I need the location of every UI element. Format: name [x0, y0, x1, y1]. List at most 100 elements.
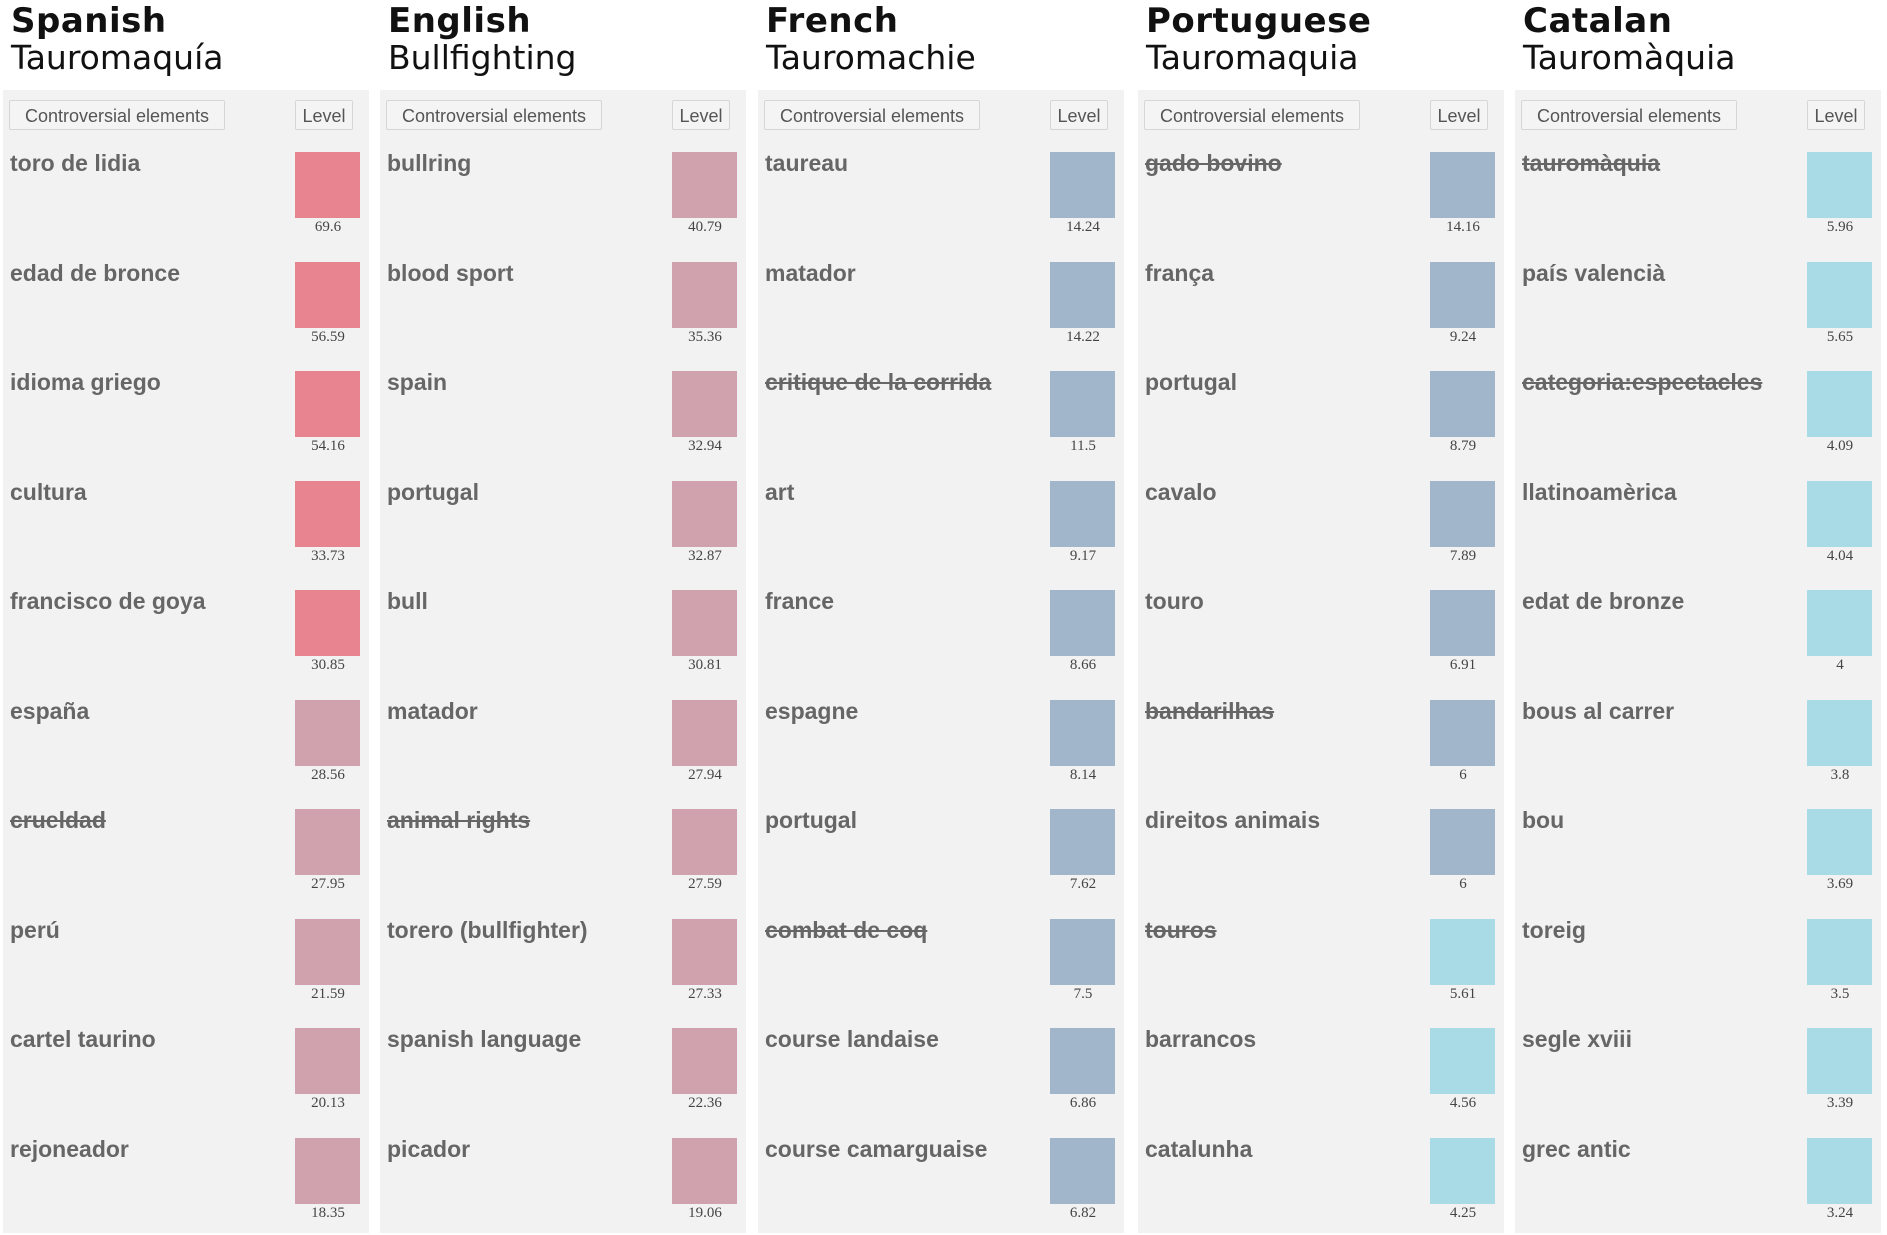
element-label[interactable]: taureau — [765, 150, 849, 176]
column-term-title: Tauromaquía — [11, 38, 224, 77]
level-value: 7.89 — [1449, 547, 1477, 564]
element-label[interactable]: portugal — [387, 478, 479, 505]
list-item: grec antic 3.24 — [1515, 1124, 1881, 1232]
level-swatch — [672, 371, 737, 437]
element-label[interactable]: portugal — [1145, 369, 1237, 395]
level-swatch — [295, 371, 360, 437]
element-label[interactable]: cartel taurino — [10, 1026, 156, 1052]
list-item: spain 32.94 — [380, 357, 746, 465]
element-label[interactable]: perú — [10, 916, 60, 943]
controversial-elements-header-button[interactable]: Controversial elements — [764, 100, 980, 130]
level-header-button[interactable]: Level — [1050, 100, 1108, 130]
level-swatch — [1807, 152, 1872, 218]
list-item: francisco de goya 30.85 — [3, 576, 369, 684]
element-label[interactable]: torero (bullfighter) — [387, 916, 588, 943]
element-label[interactable]: animal rights — [387, 807, 531, 833]
element-label[interactable]: touro — [1145, 588, 1204, 614]
element-label[interactable]: grec antic — [1522, 1135, 1631, 1162]
element-label[interactable]: bou — [1522, 807, 1565, 833]
controversial-elements-header-button[interactable]: Controversial elements — [9, 100, 225, 130]
level-swatch — [1430, 480, 1495, 547]
element-label[interactable]: país valencià — [1522, 259, 1666, 286]
element-label[interactable]: edat de bronze — [1522, 588, 1685, 614]
element-label[interactable]: crueldad — [10, 807, 106, 833]
level-header-button[interactable]: Level — [1430, 100, 1488, 130]
column-language-title: French — [766, 1, 899, 41]
list-item: course camarguaise 6.82 — [758, 1124, 1124, 1232]
element-label[interactable]: rejoneador — [10, 1135, 129, 1162]
element-label[interactable]: tauromàquia — [1522, 150, 1661, 176]
level-value: 54.16 — [311, 438, 345, 454]
column-term-title: Bullfighting — [388, 38, 577, 77]
element-label[interactable]: matador — [387, 697, 478, 724]
level-swatch — [672, 590, 737, 656]
element-label[interactable]: blood sport — [387, 259, 514, 286]
list-item: categoria:espectacles 4.09 — [1515, 357, 1881, 465]
element-label[interactable]: picador — [387, 1135, 471, 1162]
element-label[interactable]: spanish language — [387, 1026, 582, 1052]
element-label[interactable]: course camarguaise — [765, 1135, 988, 1162]
level-value: 27.95 — [311, 876, 345, 892]
element-label[interactable]: bullring — [387, 150, 472, 176]
element-label[interactable]: toreig — [1522, 916, 1586, 943]
element-label[interactable]: art — [765, 478, 795, 505]
element-label[interactable]: portugal — [765, 807, 857, 833]
element-label[interactable]: course landaise — [765, 1026, 939, 1052]
element-label[interactable]: spain — [387, 369, 448, 395]
element-label[interactable]: espagne — [765, 697, 859, 724]
element-label[interactable]: idioma griego — [10, 369, 161, 395]
controversial-elements-header-button[interactable]: Controversial elements — [1521, 100, 1737, 130]
element-label[interactable]: llatinoamèrica — [1522, 478, 1677, 505]
element-label[interactable]: españa — [10, 697, 90, 724]
element-label[interactable]: bous al carrer — [1522, 697, 1675, 724]
element-label[interactable]: categoria:espectacles — [1522, 369, 1763, 395]
level-value: 40.79 — [688, 219, 722, 235]
element-label[interactable]: critique de la corrida — [765, 369, 992, 395]
element-label[interactable]: barrancos — [1145, 1026, 1257, 1052]
level-swatch — [1807, 371, 1872, 437]
level-header-button[interactable]: Level — [672, 100, 730, 130]
element-label[interactable]: bandarilhas — [1145, 697, 1275, 724]
element-label[interactable]: gado bovino — [1145, 150, 1282, 176]
element-label[interactable]: france — [765, 588, 835, 614]
element-label[interactable]: edad de bronce — [10, 259, 180, 286]
level-swatch — [672, 918, 737, 985]
element-label[interactable]: touros — [1145, 916, 1217, 943]
list-item: spanish language 22.36 — [380, 1014, 746, 1122]
level-header-button[interactable]: Level — [1807, 100, 1865, 130]
list-item: picador 19.06 — [380, 1124, 746, 1232]
list-item: matador 27.94 — [380, 686, 746, 794]
list-item: torero (bullfighter) 27.33 — [380, 905, 746, 1013]
element-label[interactable]: cavalo — [1145, 478, 1217, 505]
element-label[interactable]: toro de lidia — [10, 150, 141, 176]
list-item: portugal 7.62 — [758, 795, 1124, 903]
level-value: 6.91 — [1449, 657, 1477, 673]
list-item: france 8.66 — [758, 576, 1124, 684]
element-label[interactable]: combat de coq — [765, 916, 928, 943]
controversial-elements-header-button[interactable]: Controversial elements — [386, 100, 602, 130]
list-item: gado bovino 14.16 — [1138, 138, 1504, 246]
column-language-title: Spanish — [11, 1, 167, 41]
elements-panel: Controversial elements Level tauromàquia 5.… — [1515, 90, 1881, 1233]
level-header-button[interactable]: Level — [295, 100, 353, 130]
level-value: 3.39 — [1826, 1095, 1854, 1111]
elements-panel: Controversial elements Level toro de lidia… — [3, 90, 369, 1233]
element-label[interactable]: direitos animais — [1145, 807, 1321, 833]
controversial-elements-header-button[interactable]: Controversial elements — [1144, 100, 1360, 130]
level-swatch — [672, 809, 737, 875]
element-label[interactable]: bull — [387, 588, 428, 614]
level-swatch — [1807, 699, 1872, 766]
list-item: bull 30.81 — [380, 576, 746, 684]
element-label[interactable]: cultura — [10, 478, 87, 505]
level-value: 6 — [1459, 766, 1467, 783]
element-label[interactable]: matador — [765, 259, 856, 286]
column-language-title: English — [388, 1, 532, 41]
level-value: 5.61 — [1449, 985, 1477, 1002]
element-label[interactable]: frança — [1145, 259, 1215, 286]
level-swatch — [1807, 1137, 1872, 1204]
element-label[interactable]: catalunha — [1145, 1135, 1253, 1162]
list-item: taureau 14.24 — [758, 138, 1124, 246]
element-label[interactable]: francisco de goya — [10, 588, 206, 614]
element-label[interactable]: segle xviii — [1522, 1026, 1632, 1052]
level-value: 32.87 — [688, 547, 722, 564]
